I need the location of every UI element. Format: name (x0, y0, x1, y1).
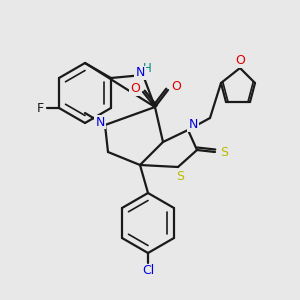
Text: S: S (176, 169, 184, 182)
Text: Cl: Cl (142, 265, 154, 278)
Text: N: N (95, 116, 105, 128)
Text: H: H (142, 61, 152, 74)
Text: S: S (220, 146, 228, 158)
Text: F: F (37, 101, 44, 115)
Text: O: O (171, 80, 181, 94)
Text: N: N (135, 67, 145, 80)
Text: N: N (188, 118, 198, 131)
Text: O: O (235, 55, 245, 68)
Text: O: O (130, 82, 140, 95)
